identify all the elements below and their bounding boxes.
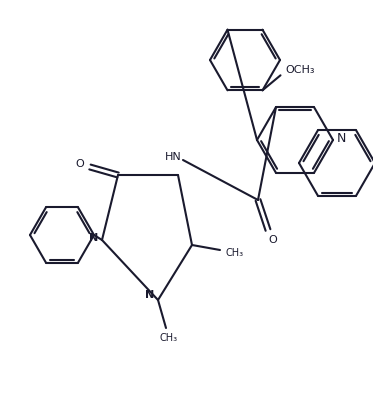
Text: N: N bbox=[336, 132, 346, 144]
Text: O: O bbox=[269, 235, 278, 245]
Text: N: N bbox=[145, 290, 155, 300]
Text: N: N bbox=[90, 233, 98, 243]
Text: O: O bbox=[76, 159, 84, 169]
Text: CH₃: CH₃ bbox=[160, 333, 178, 343]
Text: HN: HN bbox=[164, 152, 181, 162]
Text: CH₃: CH₃ bbox=[226, 248, 244, 258]
Text: OCH₃: OCH₃ bbox=[286, 65, 315, 75]
